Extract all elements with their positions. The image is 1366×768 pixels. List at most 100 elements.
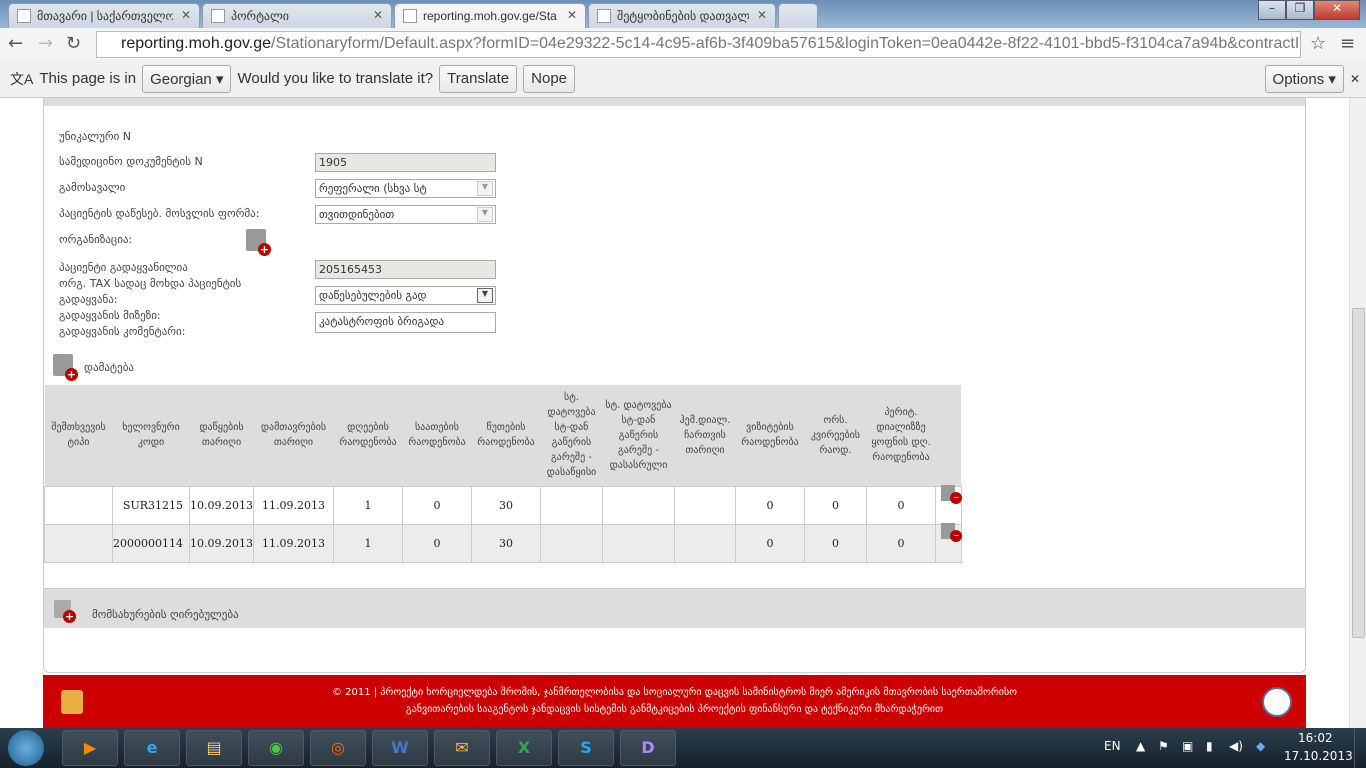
internet-explorer-icon[interactable]: e [124,730,180,766]
power-icon[interactable]: ▮ [1206,739,1213,753]
table-cell [673,523,736,563]
tab-portal[interactable]: პორტალი ✕ [202,3,392,28]
transfer-select[interactable]: დაწესებულების გად ▼ [315,286,496,305]
tab-title: შეტყობინების დათვალი [617,9,749,23]
form-panel: უნიკალური N სამედიცინო დოკუმენტის N 1905… [43,98,1306,673]
column-header: საათების რაოდენობა [402,385,472,486]
services-section-title: მომსახურების ღირებულება [92,608,239,621]
dropbox-icon[interactable]: ◆ [1256,739,1266,753]
table-cell: 11.09.2013 [252,523,334,563]
table-cell: 0 [865,523,936,563]
translate-button[interactable]: Translate [439,64,518,93]
table-cell: 30 [470,523,541,563]
taskbar: ▶ e ▤ ◉ ◎ W ✉ X S D EN ▲ ⚑ ▣ ▮ ◀) ◆ 16:0… [0,728,1366,768]
usaid-logo [1262,687,1292,717]
start-button[interactable] [8,730,44,766]
translate-bar: 文A This page is in Georgian ▾ Would you … [0,60,1366,98]
address-bar[interactable]: reporting.moh.gov.ge/Stationaryform/Defa… [96,31,1301,58]
language-value: Georgian [150,70,212,88]
medical-document-number-field[interactable]: 1905 [315,153,496,172]
skype-icon[interactable]: S [558,730,614,766]
outlook-icon[interactable]: ✉ [434,730,490,766]
table-cell: 2000000114 [112,523,190,563]
tab-reporting[interactable]: reporting.moh.gov.ge/Sta ✕ [394,3,586,29]
tab-title: reporting.moh.gov.ge/Sta [423,9,557,23]
close-window-button[interactable]: ✕ [1314,0,1360,20]
table-cell: 0 [803,523,867,563]
page-content: უნიკალური N სამედიცინო დოკუმენტის N 1905… [0,98,1349,728]
language-select[interactable]: Georgian ▾ [142,64,232,93]
close-tab-icon[interactable]: ✕ [180,8,191,22]
services-section-header[interactable]: მომსახურების ღირებულება [44,588,1305,628]
back-icon[interactable]: ← [8,33,24,54]
table-cell: 0 [803,485,867,525]
nope-button[interactable]: Nope [523,64,575,93]
bookmark-star-icon[interactable]: ☆ [1310,33,1327,54]
word-icon[interactable]: W [372,730,428,766]
add-organization-icon[interactable] [246,229,271,256]
menu-icon[interactable]: ≡ [1340,33,1356,54]
column-header: ჰემ.დიალ. ჩართვის თარიღი [674,385,736,486]
file-explorer-icon[interactable]: ▤ [186,730,242,766]
scrollbar-thumb[interactable] [1352,308,1365,638]
chevron-down-icon: ▼ [477,288,493,303]
show-desktop-button[interactable] [1354,728,1366,768]
column-header: სტ. დატოვება სტ-დან გაწერის გარეშე - დას… [540,385,603,486]
page-icon [403,9,417,23]
expand-icon[interactable] [54,600,76,623]
table-cell [601,523,675,563]
select-value: დაწესებულების გად [319,289,427,302]
reload-icon[interactable]: ↻ [66,33,82,54]
vertical-scrollbar[interactable] [1349,98,1366,728]
table-cell: 1 [332,485,403,525]
tab-home[interactable]: მთავარი | საქართველო ✕ [8,3,200,28]
url-host: reporting.moh.gov.ge [121,35,272,52]
field-label: ორგ. TAX სადაც მოხდა პაციენტის [59,277,242,290]
language-indicator[interactable]: EN [1104,739,1121,753]
favicon-icon [17,9,31,23]
add-icon[interactable] [53,354,78,381]
action-center-flag-icon[interactable]: ⚑ [1158,739,1169,753]
network-icon[interactable]: ▣ [1182,739,1194,753]
add-link[interactable]: დამატება [84,361,134,374]
cases-table: შემთხვევის ტიპი ხელოვნური კოდი დაწყების თა… [44,385,963,563]
outcome-select[interactable]: რეფერალი (სხვა სტ ▼ [315,179,496,198]
excel-icon[interactable]: X [496,730,552,766]
table-cell [539,485,603,525]
close-translate-icon[interactable]: ✕ [1349,71,1360,86]
delete-row-icon[interactable] [941,522,963,542]
options-button[interactable]: Options ▾ [1264,64,1344,93]
table-cell [673,485,736,525]
tab-notification[interactable]: შეტყობინების დათვალი ✕ [588,3,776,28]
transfer-comment-input[interactable]: კატასტროფის ბრიგადა [315,312,496,333]
volume-icon[interactable]: ◀) [1229,739,1243,753]
field-label: გადაყვანის კომენტარი: [59,325,186,338]
table-row: SUR31215 10.09.2013 11.09.2013 1 0 30 0 0 0 [44,484,963,525]
table-cell: 0 [734,523,805,563]
delete-row-icon[interactable] [941,484,963,504]
close-tab-icon[interactable]: ✕ [372,8,383,22]
djvu-icon[interactable]: D [620,730,676,766]
table-cell: 30 [470,485,541,525]
table-row: 2000000114 10.09.2013 11.09.2013 1 0 30 0 0 0 [44,522,963,563]
new-tab-button[interactable] [778,3,818,28]
org-tax-field[interactable]: 205165453 [315,260,496,279]
arrival-form-select[interactable]: თვითდინებით ▼ [315,205,496,224]
column-header: ვიზიტების რაოდენობა [735,385,805,486]
chevron-down-icon: ▼ [477,181,493,196]
show-hidden-icons[interactable]: ▲ [1136,739,1146,753]
restore-button[interactable]: ❐ [1286,0,1314,20]
section-header [44,98,1305,106]
select-value: თვითდინებით [319,208,395,221]
field-label: გამოსავალი [59,181,126,194]
forward-icon[interactable]: → [38,33,54,54]
chrome-icon[interactable]: ◉ [248,730,304,766]
minimize-button[interactable]: – [1258,0,1286,20]
clock-date[interactable]: 17.10.2013 [1284,749,1353,763]
field-label: პაციენტი გადაყვანილია [59,261,188,274]
clock-time[interactable]: 16:02 [1298,731,1333,745]
media-player-icon[interactable]: ▶ [62,730,118,766]
close-tab-icon[interactable]: ✕ [756,8,767,22]
firefox-icon[interactable]: ◎ [310,730,366,766]
close-tab-icon[interactable]: ✕ [566,8,577,22]
